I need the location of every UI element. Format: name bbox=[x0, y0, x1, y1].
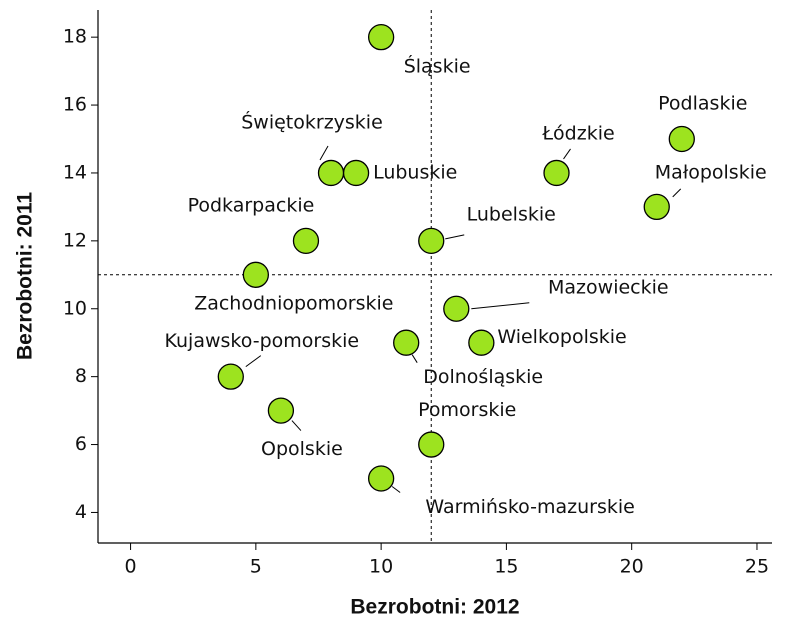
point-label: Mazowieckie bbox=[548, 276, 669, 298]
point-label: Warmińsko-mazurskie bbox=[425, 496, 634, 518]
point-label: Lubelskie bbox=[467, 203, 556, 225]
x-axis-title: Bezrobotni: 2012 bbox=[350, 596, 519, 619]
y-tick-label: 8 bbox=[75, 365, 87, 387]
point-label: Śląskie bbox=[404, 54, 471, 78]
point bbox=[367, 24, 395, 51]
point-label: Świętokrzyskie bbox=[241, 109, 383, 133]
leader-line bbox=[445, 234, 465, 240]
y-tick-label: 6 bbox=[75, 433, 87, 455]
leader-line bbox=[291, 420, 302, 431]
point-label: Wielkopolskie bbox=[497, 326, 626, 348]
y-tick-label: 12 bbox=[63, 229, 87, 251]
leader-line bbox=[245, 355, 262, 368]
y-tick-label: 14 bbox=[63, 161, 87, 183]
x-tick-label: 15 bbox=[494, 556, 518, 578]
point bbox=[342, 159, 370, 187]
x-tick-label: 10 bbox=[369, 556, 393, 578]
x-tick-label: 20 bbox=[620, 556, 644, 578]
leader-line bbox=[471, 302, 530, 310]
point bbox=[443, 295, 470, 322]
point bbox=[242, 261, 270, 288]
leader-line bbox=[672, 188, 682, 198]
point-label: Podkarpackie bbox=[188, 194, 315, 216]
point bbox=[668, 125, 695, 153]
point-label: Lubuskie bbox=[373, 161, 457, 183]
x-tick-label: 25 bbox=[745, 556, 769, 578]
point bbox=[267, 397, 295, 424]
point bbox=[468, 329, 495, 356]
point bbox=[543, 159, 570, 187]
leader-line bbox=[563, 148, 571, 160]
point bbox=[292, 227, 320, 255]
y-axis-title: Bezrobotni: 2011 bbox=[14, 192, 37, 360]
point-label: Zachodniopomorskie bbox=[194, 292, 393, 314]
point-label: Podlaskie bbox=[658, 93, 747, 115]
point bbox=[418, 227, 445, 255]
y-tick-label: 4 bbox=[75, 501, 87, 523]
point bbox=[217, 363, 244, 390]
leader-line bbox=[411, 354, 418, 363]
x-tick-label: 5 bbox=[250, 556, 262, 578]
point-label: Małopolskie bbox=[655, 161, 767, 183]
point-label: Opolskie bbox=[261, 438, 343, 460]
y-tick-label: 16 bbox=[63, 94, 87, 116]
point bbox=[393, 329, 420, 356]
point-label: Pomorskie bbox=[418, 399, 516, 421]
x-tick-label: 0 bbox=[125, 556, 137, 578]
leader-line bbox=[319, 145, 329, 161]
point-label: Dolnośląskie bbox=[423, 366, 543, 388]
point-label: Łódzkie bbox=[541, 122, 614, 144]
point-label: Kujawsko-pomorskie bbox=[165, 330, 360, 352]
point bbox=[317, 159, 345, 187]
point bbox=[643, 193, 670, 221]
point bbox=[367, 465, 395, 492]
leader-line bbox=[391, 486, 401, 493]
point bbox=[418, 431, 445, 458]
y-tick-label: 10 bbox=[63, 297, 87, 319]
y-tick-label: 18 bbox=[63, 26, 87, 48]
